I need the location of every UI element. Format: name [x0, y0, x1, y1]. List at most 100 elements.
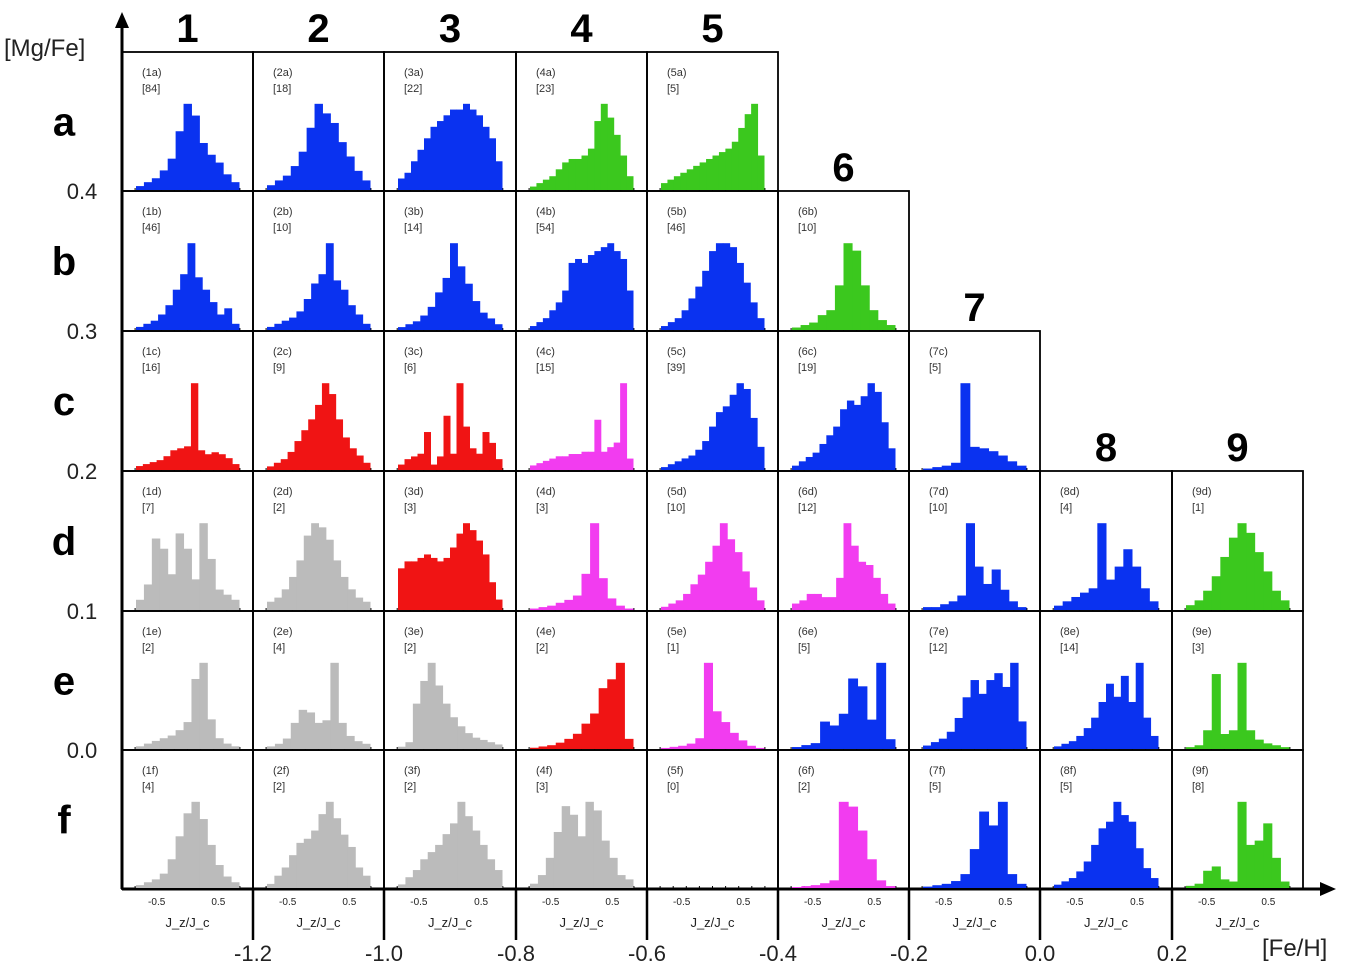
histogram-bar: [923, 607, 933, 610]
panel-count-label: [46]: [667, 222, 685, 234]
panel-2a: (2a) [18]: [252, 51, 385, 192]
histogram-bar: [346, 735, 355, 749]
panel-5c: (5c) [39]: [646, 330, 779, 472]
histogram-bar: [1271, 857, 1281, 888]
column-label: 8: [1095, 426, 1117, 470]
panel-5e: (5e) [1]: [646, 610, 779, 751]
histogram-bar: [338, 142, 347, 190]
histogram-bar: [734, 552, 743, 610]
histogram-bar: [494, 324, 503, 330]
histogram-bar: [1068, 741, 1077, 749]
histogram-bar: [1246, 730, 1256, 749]
histogram-bar: [755, 747, 765, 749]
histogram-bar: [729, 732, 739, 749]
histogram-bar: [549, 458, 557, 470]
histogram-bar: [792, 747, 802, 749]
histogram-bar: [562, 290, 570, 330]
column-label: 5: [701, 7, 723, 51]
histogram-bar: [731, 141, 739, 190]
histogram-bar: [624, 738, 634, 749]
histogram-bar: [545, 857, 555, 888]
panel-count-label: [12]: [798, 502, 816, 514]
sub-x-tick: -0.5: [410, 897, 428, 908]
histogram-bar: [311, 830, 319, 888]
panel-4f: (4f) [3] -0.5 0.5J_z/J_c: [515, 749, 648, 930]
histogram-bar: [424, 554, 431, 610]
histogram-bar: [1186, 605, 1196, 610]
histogram-bar: [355, 867, 364, 888]
column-label: 2: [307, 7, 329, 51]
panel-id-label: (5f): [667, 765, 684, 777]
histogram-bar: [661, 467, 669, 470]
histogram-bar: [298, 151, 308, 190]
histogram-bar: [321, 383, 330, 470]
histogram-bar: [175, 730, 185, 749]
histogram-bar: [1106, 821, 1114, 888]
histogram-bar: [712, 545, 721, 610]
histogram-bar: [581, 155, 589, 190]
histogram-bar: [940, 604, 950, 610]
histogram-bar: [435, 844, 444, 888]
panel-count-label: [54]: [536, 222, 554, 234]
histogram-bar: [362, 875, 371, 888]
histogram-bar: [593, 810, 602, 888]
sub-x-tick: 0.5: [1261, 897, 1275, 908]
histogram-bar: [311, 523, 319, 610]
histogram-bar: [581, 723, 591, 749]
histogram-bar: [697, 574, 706, 610]
histogram-bar: [404, 561, 412, 610]
sub-x-label: J_z/J_c: [165, 915, 210, 930]
histogram-bar: [530, 747, 540, 749]
histogram-bar: [1228, 881, 1238, 888]
sub-x-tick: 0.5: [605, 897, 619, 908]
y-tick-label: 0.3: [67, 319, 98, 344]
histogram-bar: [1263, 571, 1273, 610]
panel-id-label: (5a): [667, 67, 687, 79]
histogram-bar: [705, 561, 713, 610]
histogram-bar: [846, 400, 855, 470]
panel-8e: (8e) [14]: [1039, 610, 1173, 751]
histogram-bar: [828, 597, 837, 610]
histogram-bar: [443, 415, 451, 470]
panel-1f: (1f) [4] -0.5 0.5J_z/J_c: [121, 749, 254, 930]
histogram-bar: [1150, 878, 1159, 888]
histogram-bar: [489, 442, 496, 470]
histogram-bar: [274, 180, 284, 190]
histogram-bar: [143, 882, 153, 888]
panel-id-label: (7d): [929, 486, 949, 498]
histogram-bar: [594, 251, 602, 330]
histogram-bar: [1143, 868, 1152, 888]
histogram-bar: [865, 564, 874, 610]
histogram-bar: [417, 453, 425, 470]
panel-count-label: [9]: [273, 362, 285, 374]
histogram-bar: [833, 426, 841, 470]
panel-count-label: [2]: [273, 502, 285, 514]
histogram-bar: [464, 733, 473, 749]
histogram-bar: [1128, 701, 1137, 749]
panel-count-label: [10]: [798, 222, 816, 234]
histogram-bar: [151, 740, 161, 749]
histogram-bar: [211, 452, 219, 470]
panel-id-label: (5d): [667, 486, 687, 498]
histogram-bar: [443, 115, 451, 190]
histogram-bar: [530, 186, 537, 190]
panel-count-label: [3]: [1192, 642, 1204, 654]
histogram-bar: [143, 743, 153, 749]
histogram-bar: [405, 324, 414, 330]
sub-x-label: J_z/J_c: [1084, 915, 1129, 930]
x-tick-label: -0.2: [890, 941, 928, 965]
histogram-bar: [817, 315, 827, 330]
sub-x-label: J_z/J_c: [559, 915, 604, 930]
sub-x-label: J_z/J_c: [690, 915, 735, 930]
panel-id-label: (3a): [404, 67, 424, 79]
panel-count-label: [18]: [273, 83, 291, 95]
x-tick-label: -0.6: [628, 941, 666, 965]
panel-4b: (4b) [54]: [515, 190, 648, 332]
histogram-bar: [1018, 721, 1027, 749]
sub-x-tick: -0.5: [279, 897, 297, 908]
row-label: a: [53, 101, 76, 145]
sub-x-tick: -0.5: [1198, 897, 1216, 908]
histogram-bar: [151, 178, 161, 190]
histogram-bar: [318, 814, 327, 888]
histogram-bar: [354, 741, 363, 749]
